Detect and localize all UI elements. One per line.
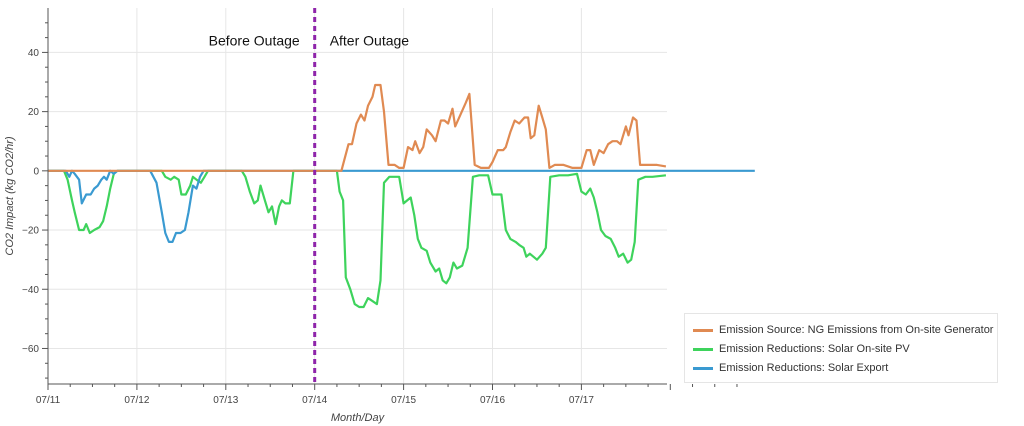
x-axis-ticks: 07/11 07/12 07/13 07/14 07/15 07/16 07/17 — [36, 384, 738, 406]
x-axis-title: Month/Day — [331, 412, 386, 424]
x-tick-label: 07/11 — [36, 395, 61, 406]
legend-item-solar-export[interactable]: Emission Reductions: Solar Export — [693, 360, 888, 376]
legend-label-solar-export: Emission Reductions: Solar Export — [719, 362, 889, 374]
series-line-0 — [48, 83, 667, 172]
y-tick-label: 40 — [28, 48, 40, 59]
legend-swatch-ng-generator — [693, 328, 713, 332]
legend: Emission Source: NG Emissions from On-si… — [684, 313, 998, 383]
y-tick-label: 0 — [33, 166, 39, 177]
x-tick-label: 07/15 — [391, 395, 416, 406]
x-tick-label: 07/16 — [480, 395, 505, 406]
y-gridlines — [48, 51, 667, 349]
x-tick-label: 07/13 — [213, 395, 238, 406]
legend-item-ng-generator[interactable]: Emission Source: NG Emissions from On-si… — [693, 322, 993, 338]
legend-swatch-solar-export — [693, 366, 713, 370]
x-tick-label: 07/17 — [569, 395, 594, 406]
y-tick-label: −60 — [22, 344, 39, 355]
y-tick-label: 20 — [28, 107, 40, 118]
legend-label-solar-pv: Emission Reductions: Solar On-site PV — [719, 343, 910, 355]
legend-label-ng-generator: Emission Source: NG Emissions from On-si… — [719, 324, 994, 336]
y-axis-title: CO2 Impact (kg CO2/hr) — [4, 136, 16, 256]
series-layer — [48, 83, 755, 309]
legend-item-solar-pv[interactable]: Emission Reductions: Solar On-site PV — [693, 341, 910, 357]
x-tick-label: 07/12 — [124, 395, 149, 406]
annotation-before-outage: Before Outage — [209, 33, 300, 49]
y-tick-label: −40 — [22, 285, 39, 296]
legend-swatch-solar-pv — [693, 347, 713, 351]
annotation-after-outage: After Outage — [330, 33, 410, 49]
y-axis-ticks: −60 −40 −20 0 20 40 — [22, 22, 48, 379]
series-line-2 — [48, 169, 755, 243]
y-tick-label: −20 — [22, 226, 39, 237]
x-tick-label: 07/14 — [302, 395, 327, 406]
series-line-1 — [48, 169, 667, 309]
